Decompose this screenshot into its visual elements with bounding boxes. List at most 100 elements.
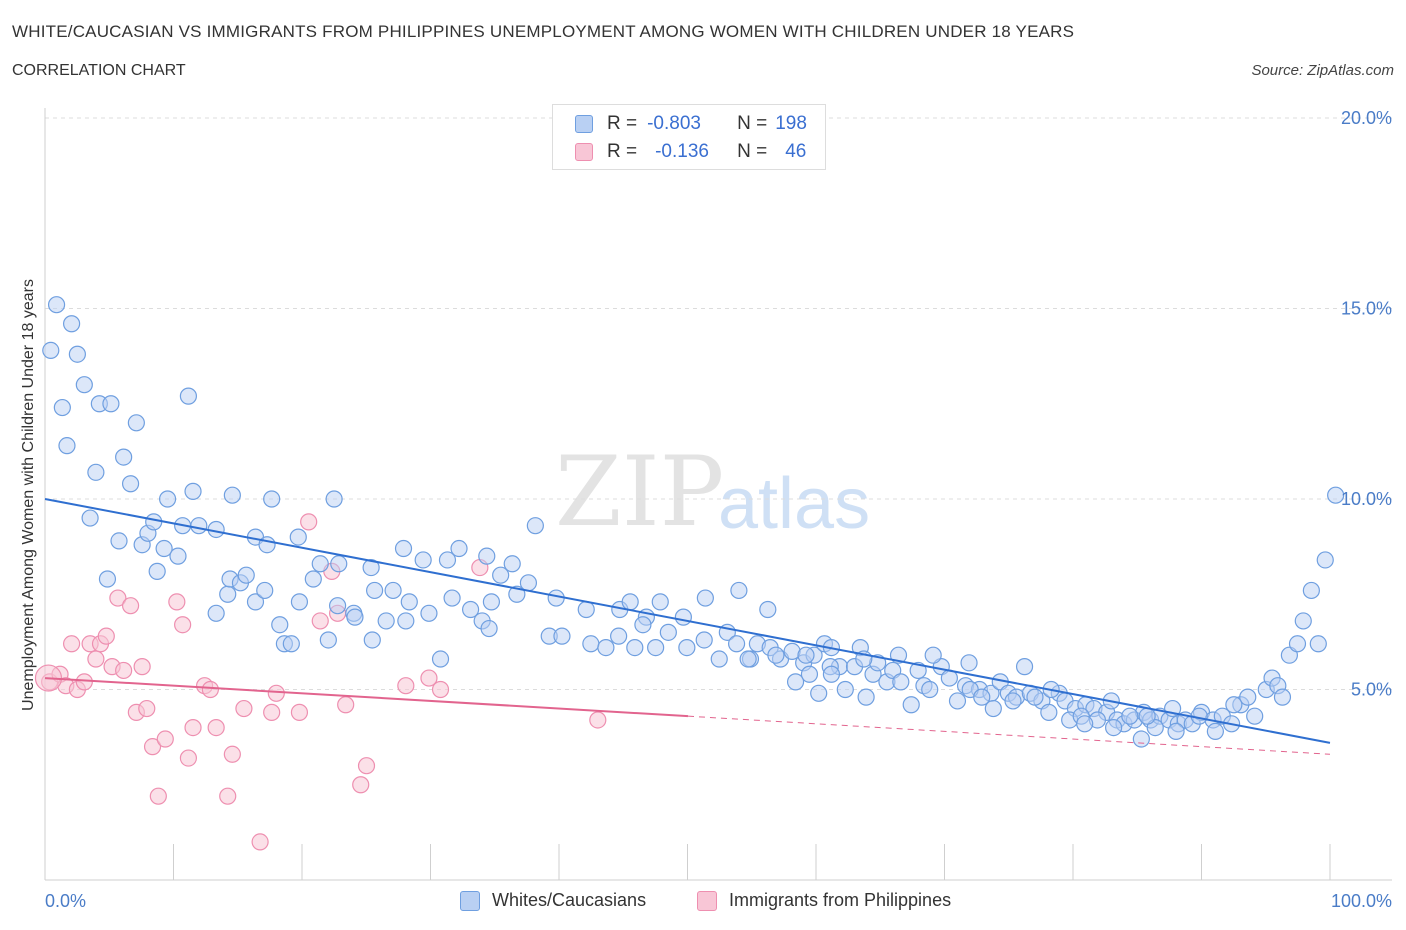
data-point-whites <box>420 604 438 622</box>
data-point-whites <box>626 638 644 657</box>
data-point-whites <box>647 638 665 657</box>
data-point-whites <box>384 581 402 600</box>
trend-lines <box>44 498 1331 755</box>
stats-swatch-pink <box>575 143 593 161</box>
data-point-whites <box>1206 722 1224 741</box>
data-point-whites <box>621 593 639 611</box>
stats-r-label: R = <box>607 141 638 162</box>
data-point-whites <box>1040 703 1058 721</box>
data-point-whites <box>710 650 728 668</box>
data-point-whites <box>246 593 265 611</box>
stats-r-value: -0.136 <box>655 141 709 162</box>
data-point-philippines <box>311 612 329 630</box>
data-point-philippines <box>149 787 167 805</box>
data-point-whites <box>1121 707 1139 725</box>
watermark-zip: ZIP <box>555 436 724 548</box>
data-point-whites <box>492 566 510 584</box>
data-point-whites <box>330 555 348 573</box>
data-point-whites <box>730 581 748 600</box>
legend-item-philippines[interactable]: Immigrants from Philippines <box>697 890 951 911</box>
data-point-whites <box>984 699 1002 718</box>
data-point-whites <box>184 482 202 500</box>
data-point-whites <box>800 665 819 683</box>
y-tick-label: 15.0% <box>1341 299 1392 319</box>
stats-n-value: 198 <box>775 113 807 134</box>
data-point-whites <box>1026 688 1044 706</box>
data-point-philippines <box>431 680 450 699</box>
legend-item-whites[interactable]: Whites/Caucasians <box>460 890 646 911</box>
data-point-whites <box>256 581 274 600</box>
data-point-whites <box>158 490 177 508</box>
y-tick-label: 10.0% <box>1341 489 1392 509</box>
data-point-whites <box>394 539 413 558</box>
data-point-whites <box>290 593 309 611</box>
data-point-philippines <box>179 749 198 767</box>
data-point-philippines <box>223 745 241 763</box>
data-point-philippines <box>201 680 219 699</box>
data-point-whites <box>921 680 939 699</box>
data-point-philippines <box>357 757 376 775</box>
data-point-whites <box>480 619 498 638</box>
data-point-whites <box>727 635 746 653</box>
data-point-philippines <box>75 673 93 691</box>
data-point-philippines <box>121 597 140 615</box>
data-point-whites <box>362 558 380 577</box>
data-point-whites <box>577 600 595 619</box>
data-point-philippines <box>290 703 309 721</box>
data-point-whites <box>443 589 461 607</box>
data-point-whites <box>1105 718 1123 737</box>
data-point-whites <box>582 635 600 653</box>
data-point-whites <box>400 593 418 611</box>
data-point-whites <box>659 623 677 641</box>
data-point-whites <box>1138 707 1156 725</box>
data-point-whites <box>960 654 978 672</box>
data-point-whites <box>651 593 669 611</box>
data-point-whites <box>634 616 652 634</box>
data-point-whites <box>786 673 805 691</box>
trend-line-philippines <box>44 677 689 718</box>
data-point-whites <box>169 547 187 565</box>
data-point-whites <box>363 631 381 649</box>
data-point-philippines <box>168 593 186 611</box>
data-point-whites <box>1015 658 1034 676</box>
data-point-whites <box>767 646 785 664</box>
data-point-whites <box>482 593 501 611</box>
data-point-philippines <box>138 699 156 718</box>
data-point-whites <box>75 376 93 394</box>
data-point-whites <box>857 688 875 706</box>
legend-swatch-blue <box>460 890 480 911</box>
data-point-whites <box>1239 688 1257 706</box>
data-point-philippines <box>207 718 225 737</box>
data-point-philippines <box>62 635 81 653</box>
watermark-atlas: atlas <box>718 464 870 544</box>
legend-label: Whites/Caucasians <box>492 890 647 910</box>
data-point-whites <box>311 555 329 573</box>
data-point-whites <box>325 490 343 508</box>
axes <box>44 108 1392 881</box>
data-point-whites <box>696 589 714 607</box>
legend-swatch-pink <box>697 890 717 911</box>
data-point-whites <box>1225 696 1243 714</box>
data-point-philippines <box>263 703 281 721</box>
data-point-whites <box>263 490 281 508</box>
data-point-whites <box>503 555 521 573</box>
data-point-whites <box>282 635 300 653</box>
data-point-whites <box>526 517 544 535</box>
data-point-whites <box>1004 692 1022 710</box>
data-point-philippines <box>97 627 115 645</box>
data-point-whites <box>948 692 967 710</box>
data-point-whites <box>68 345 86 363</box>
data-point-whites <box>377 612 395 630</box>
data-point-whites <box>121 475 140 493</box>
data-point-whites <box>62 315 81 333</box>
data-point-whites <box>102 395 120 413</box>
data-point-whites <box>328 597 347 615</box>
data-point-whites <box>289 528 307 546</box>
data-point-whites <box>127 414 145 432</box>
data-point-whites <box>519 574 538 592</box>
data-point-whites <box>1076 715 1094 733</box>
data-point-whites <box>892 673 910 691</box>
data-point-whites <box>739 650 757 668</box>
data-point-whites <box>53 398 71 417</box>
